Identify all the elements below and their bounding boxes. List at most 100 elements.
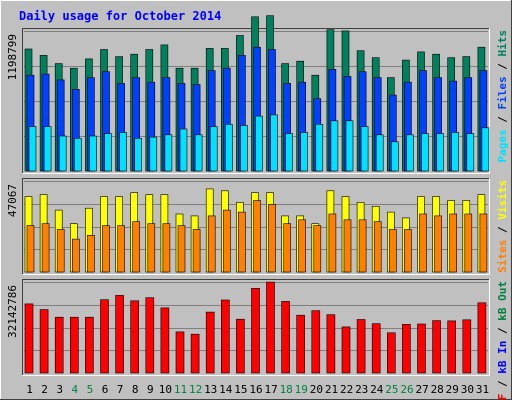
bar (100, 299, 109, 374)
bar (481, 127, 490, 172)
legend-entry: kB Out (496, 281, 509, 321)
bar (85, 316, 94, 374)
panel-visits_sites: 47067 Sites / Visits (6, 178, 509, 275)
bar (104, 133, 112, 172)
bar (283, 223, 291, 273)
bar (41, 223, 50, 273)
bar (28, 126, 37, 172)
legend-entry: kB In (496, 341, 509, 374)
bar (315, 124, 324, 172)
panel-hits_files_pages: 1198799 Pages / Files / Hits (6, 15, 509, 174)
bar (149, 136, 158, 172)
series-kb-f (24, 281, 487, 374)
bar (240, 125, 248, 172)
bar (26, 225, 35, 273)
bar (54, 316, 64, 374)
bar (162, 223, 171, 273)
bar (434, 215, 442, 273)
bar (390, 141, 399, 172)
bar (462, 319, 472, 374)
x-tick-label: 19 (295, 383, 308, 396)
bar (43, 126, 52, 172)
axis-max-label: 32142786 (6, 285, 19, 338)
x-tick-label: 29 (446, 383, 459, 396)
x-tick-label: 11 (174, 383, 187, 396)
bar (270, 114, 278, 172)
bar (238, 211, 246, 273)
bar (466, 133, 475, 172)
bar (343, 219, 352, 273)
x-tick-label: 20 (310, 383, 323, 396)
bar (360, 126, 369, 172)
bar (147, 223, 156, 273)
x-tick-label: 10 (159, 383, 172, 396)
bar (300, 132, 309, 172)
bar (145, 297, 155, 374)
chart-title: Daily usage for October 2014 (19, 9, 221, 23)
bar (205, 311, 215, 374)
bar (296, 314, 306, 374)
bar (251, 287, 260, 374)
bar (194, 134, 203, 172)
x-tick-label: 31 (476, 383, 489, 396)
bar (236, 318, 245, 374)
bar (119, 132, 127, 172)
x-tick-label: 23 (355, 383, 368, 396)
x-tick-label: 4 (71, 383, 78, 396)
bar (87, 235, 95, 273)
bar (223, 209, 231, 273)
bar (24, 303, 34, 374)
x-tick-label: 16 (249, 383, 262, 396)
bar (132, 221, 140, 273)
bar (449, 213, 458, 273)
bar (328, 213, 337, 273)
bar (117, 225, 125, 273)
bar (311, 310, 321, 374)
bar (358, 219, 367, 273)
bar (373, 221, 382, 273)
bar (406, 134, 414, 172)
panel-legend: Sites / Visits (496, 180, 509, 273)
legend-separator: / (496, 321, 509, 341)
bar (341, 326, 351, 374)
bar (477, 302, 487, 374)
x-tick-label: 17 (264, 383, 277, 396)
x-tick-label: 28 (431, 383, 444, 396)
legend-entry: Pages (496, 129, 509, 162)
x-tick-label: 6 (102, 383, 109, 396)
bar (115, 295, 124, 374)
bar (268, 204, 276, 273)
bar (134, 138, 142, 172)
bar (221, 299, 230, 374)
bar (190, 333, 200, 374)
x-tick-label: 1 (26, 383, 33, 396)
bar (298, 219, 307, 273)
bar (285, 133, 293, 172)
x-tick-label: 9 (147, 383, 154, 396)
bar (164, 134, 173, 172)
legend-separator: / (496, 110, 509, 130)
bar (464, 213, 473, 273)
legend-separator: / (496, 57, 509, 77)
legend-entry: kB F (496, 394, 509, 400)
x-tick-label: 7 (117, 383, 124, 396)
bar (402, 323, 411, 374)
x-tick-label: 13 (204, 383, 217, 396)
bar (179, 128, 188, 172)
bar (432, 320, 441, 374)
bar (386, 332, 396, 374)
x-axis-day-labels: 1 2 3 4 5 6 7 8 9 10 11 12 13 14 15 16 17 18 19 20 21 22 23 24 2… (26, 383, 489, 396)
bar (102, 225, 110, 273)
x-tick-label: 26 (400, 383, 413, 396)
bar (417, 323, 426, 374)
bar (39, 309, 49, 374)
x-tick-label: 21 (325, 383, 338, 396)
bar (253, 200, 261, 273)
panel-kbytes: 32142786kB F / kB In / kB Out (6, 279, 509, 400)
bar (56, 229, 65, 273)
bar (447, 320, 457, 374)
bar (266, 281, 275, 374)
x-tick-label: 30 (461, 383, 474, 396)
x-tick-label: 14 (219, 383, 233, 396)
